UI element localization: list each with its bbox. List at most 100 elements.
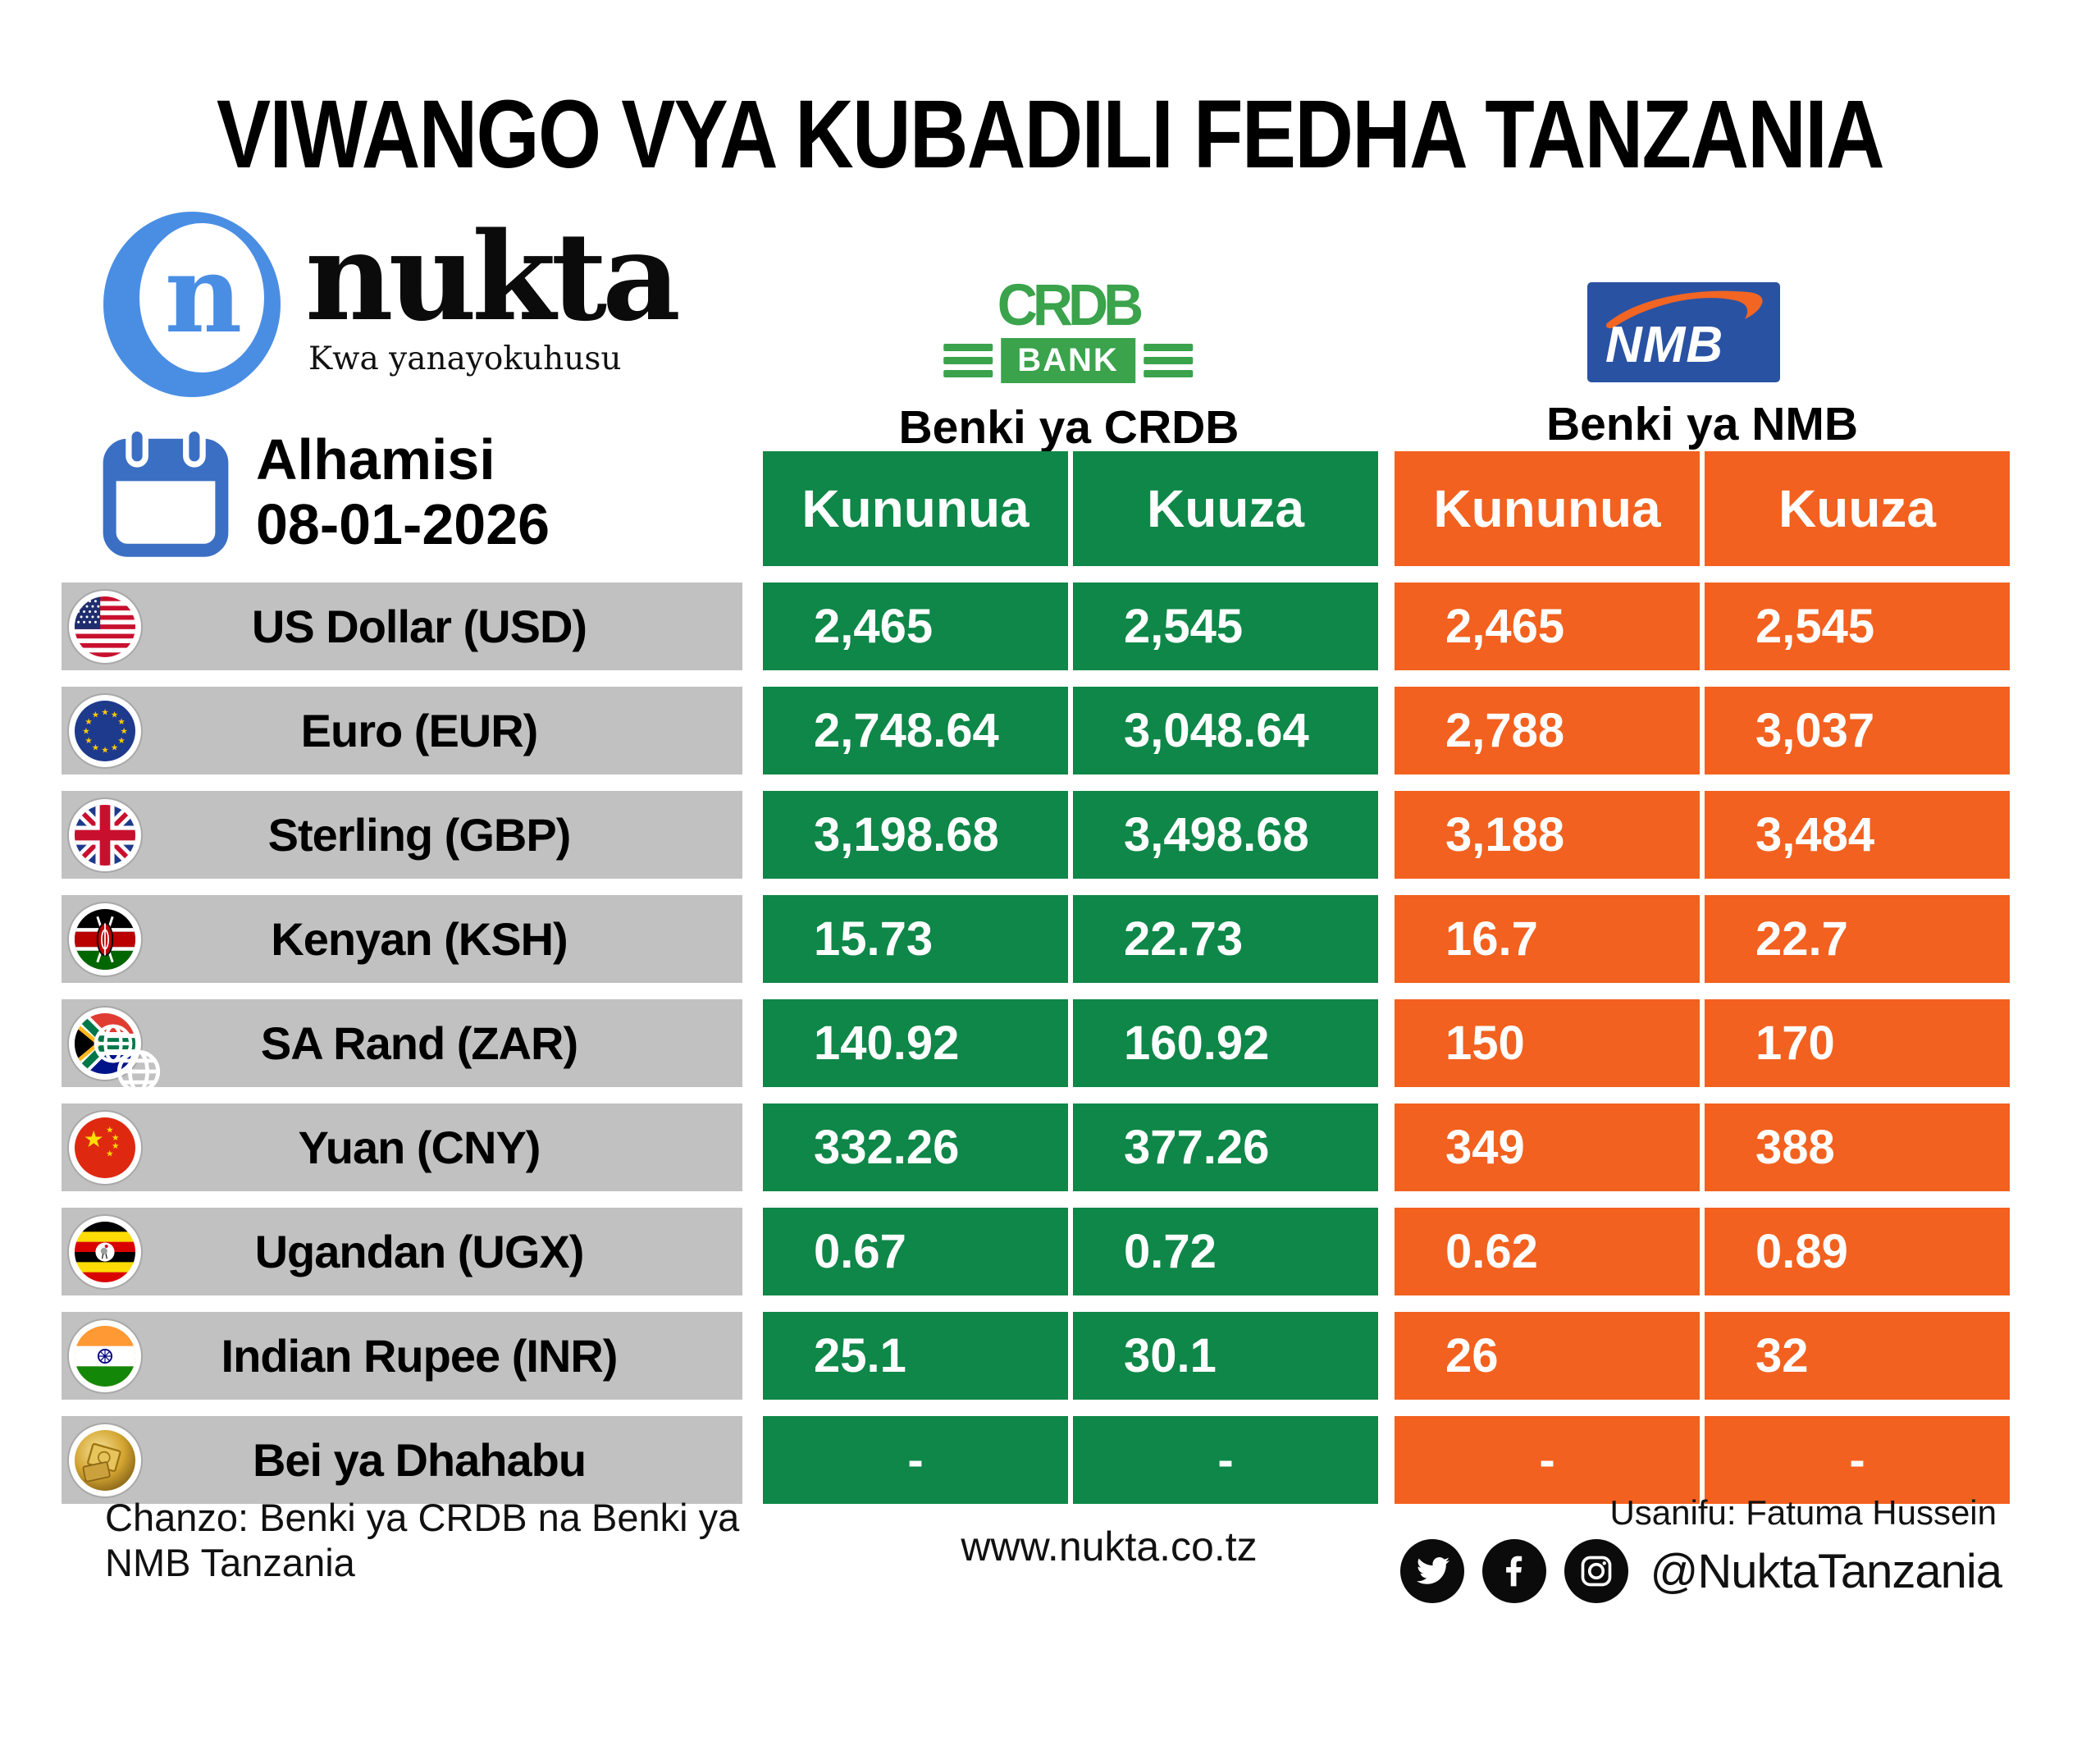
svg-text:★: ★ xyxy=(112,1133,119,1142)
calendar-icon xyxy=(103,425,229,557)
crdb-buy-cell: 2,748.64 xyxy=(763,687,1068,774)
currency-row-label: SA Rand (ZAR) xyxy=(62,999,742,1087)
nukta-logo: n nukta Kwa yanayokuhusu xyxy=(103,205,681,397)
kenya-flag-icon xyxy=(75,908,135,970)
nukta-wordmark: nukta xyxy=(305,205,681,348)
currency-name: Yuan (CNY) xyxy=(298,1122,541,1173)
page-title: VIWANGO VYA KUBADILI FEDHA TANZANIA xyxy=(217,80,1885,189)
uk-flag-icon xyxy=(75,804,135,866)
svg-text:★: ★ xyxy=(117,737,125,746)
currency-name: Sterling (GBP) xyxy=(267,809,572,861)
crdb-sell-cell: 0.72 xyxy=(1073,1208,1378,1295)
nmb-buy-cell: 349 xyxy=(1395,1103,1700,1191)
nmb-bank-logo: NMB xyxy=(1587,282,1780,382)
crdb-buy-cell: 140.92 xyxy=(763,999,1068,1087)
globe-watermark-icon xyxy=(116,1049,161,1094)
currency-name: Kenyan (KSH) xyxy=(271,913,568,965)
svg-text:★: ★ xyxy=(92,711,99,720)
crdb-sell-cell: 3,048.64 xyxy=(1073,687,1378,774)
crdb-bank-logo: CRDB BANK xyxy=(943,272,1193,383)
svg-text:★: ★ xyxy=(82,727,89,736)
crdb-sell-cell: 2,545 xyxy=(1073,583,1378,670)
crdb-buy-cell: 25.1 xyxy=(763,1312,1068,1400)
facebook-icon[interactable] xyxy=(1482,1539,1547,1603)
crdb-sell-header: Kuuza xyxy=(1073,451,1378,566)
currency-row-label: ★ ★ ★ ★ ★ Yuan (CNY) xyxy=(62,1103,742,1191)
currency-name: US Dollar (USD) xyxy=(251,601,587,652)
china-flag-icon: ★ ★ ★ ★ ★ xyxy=(75,1117,135,1178)
svg-text:★: ★ xyxy=(92,743,99,752)
nmb-sell-cell: 22.7 xyxy=(1705,895,2010,983)
crdb-buy-cell: 15.73 xyxy=(763,895,1068,983)
nmb-swoosh-icon xyxy=(1605,290,1763,329)
us-flag-icon xyxy=(75,596,135,657)
crdb-buy-cell: 332.26 xyxy=(763,1103,1068,1191)
instagram-icon[interactable] xyxy=(1564,1539,1629,1603)
nmb-buy-header: Kununua xyxy=(1395,451,1700,566)
date-day: Alhamisi xyxy=(256,427,495,492)
crdb-stripes-left-icon xyxy=(943,341,993,381)
crdb-buy-cell: 2,465 xyxy=(763,583,1068,670)
currency-row-label: US Dollar (USD) xyxy=(62,583,742,670)
nmb-sell-cell: 0.89 xyxy=(1705,1208,2010,1295)
nmb-sell-cell: 32 xyxy=(1705,1312,2010,1400)
svg-text:★: ★ xyxy=(101,746,108,755)
social-handle: @NuktaTanzania xyxy=(1650,1544,2002,1598)
crdb-logo-word: CRDB xyxy=(997,272,1144,338)
svg-text:★: ★ xyxy=(84,737,92,746)
currency-row-label: Bei ya Dhahabu xyxy=(62,1416,742,1504)
nmb-buy-cell: 2,788 xyxy=(1395,687,1700,774)
nmb-buy-cell: 3,188 xyxy=(1395,791,1700,879)
nmb-logo-text: NMB xyxy=(1605,317,1723,373)
crdb-buy-cell: 3,198.68 xyxy=(763,791,1068,879)
crdb-sell-cell: 22.73 xyxy=(1073,895,1378,983)
svg-text:★: ★ xyxy=(111,711,118,720)
nukta-monogram-letter: n xyxy=(164,231,243,357)
gold-coins-icon xyxy=(75,1429,135,1491)
nmb-bank-title: Benki ya NMB xyxy=(1545,398,1859,450)
date-value: 08-01-2026 xyxy=(256,491,550,556)
nmb-sell-cell: 3,484 xyxy=(1705,791,2010,879)
svg-text:★: ★ xyxy=(84,717,92,726)
crdb-stripes-right-icon xyxy=(1143,341,1193,381)
svg-text:★: ★ xyxy=(84,1126,104,1151)
currency-row-label: Sterling (GBP) xyxy=(62,791,742,879)
nmb-buy-cell: 16.7 xyxy=(1395,895,1700,983)
currency-row-label: ★ ★ ★ ★ ★ ★ ★ ★ ★ ★ ★ ★ Euro (EUR) xyxy=(62,687,742,774)
currency-name: Indian Rupee (INR) xyxy=(221,1330,619,1382)
nmb-sell-cell: 2,545 xyxy=(1705,583,2010,670)
currency-name: Ugandan (UGX) xyxy=(254,1226,585,1277)
designer-credit: Usanifu: Fatuma Hussein xyxy=(1609,1493,1997,1532)
currency-name: Euro (EUR) xyxy=(300,705,539,756)
svg-text:★: ★ xyxy=(106,1149,113,1158)
nmb-buy-cell: 0.62 xyxy=(1395,1208,1700,1295)
crdb-sell-cell: 160.92 xyxy=(1073,999,1378,1087)
globe-watermark-icon xyxy=(94,1024,133,1063)
nmb-buy-cell: 150 xyxy=(1395,999,1700,1087)
nmb-buy-cell: - xyxy=(1395,1416,1700,1504)
currency-name: Bei ya Dhahabu xyxy=(252,1434,587,1486)
svg-text:★: ★ xyxy=(106,1126,113,1135)
crdb-sell-cell: 30.1 xyxy=(1073,1312,1378,1400)
nmb-sell-cell: 170 xyxy=(1705,999,2010,1087)
crdb-sell-cell: 3,498.68 xyxy=(1073,791,1378,879)
rates-table: Kununua Kuuza Kununua Kuuza US Dollar (U… xyxy=(62,451,2010,1504)
nmb-sell-cell: - xyxy=(1705,1416,2010,1504)
nmb-sell-header: Kuuza xyxy=(1705,451,2010,566)
svg-text:★: ★ xyxy=(111,743,118,752)
crdb-logo-bank-box: BANK xyxy=(1001,338,1135,383)
crdb-buy-header: Kununua xyxy=(763,451,1068,566)
svg-text:★: ★ xyxy=(101,708,108,717)
crdb-sell-cell: - xyxy=(1073,1416,1378,1504)
website-link[interactable]: www.nukta.co.tz xyxy=(961,1524,1258,1570)
currency-row-label: Indian Rupee (INR) xyxy=(62,1312,742,1400)
twitter-icon[interactable] xyxy=(1400,1539,1465,1603)
nukta-tagline: Kwa yanayokuhusu xyxy=(308,340,622,378)
currency-name: SA Rand (ZAR) xyxy=(260,1017,578,1069)
nmb-sell-cell: 3,037 xyxy=(1705,687,2010,774)
crdb-buy-cell: - xyxy=(763,1416,1068,1504)
crdb-sell-cell: 377.26 xyxy=(1073,1103,1378,1191)
nukta-monogram-icon: n xyxy=(103,212,281,397)
svg-text:★: ★ xyxy=(120,727,127,736)
